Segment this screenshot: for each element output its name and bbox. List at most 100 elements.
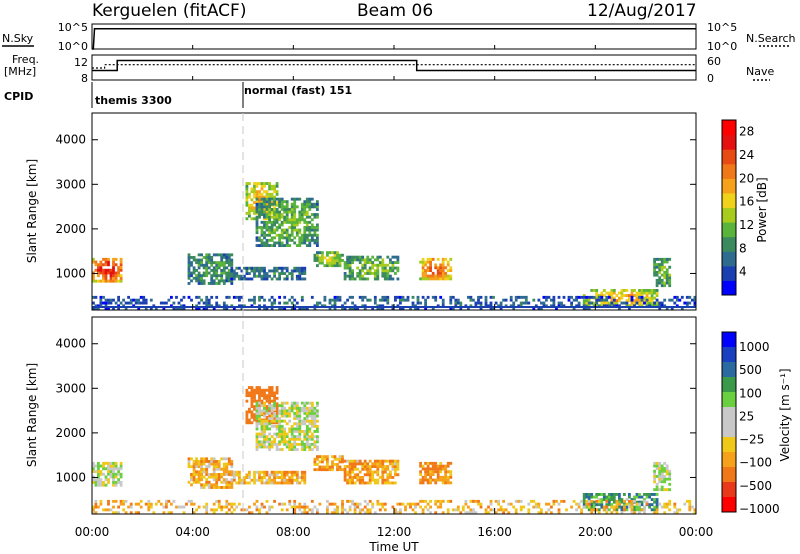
range-cell [275,445,279,449]
range-cell [396,467,400,471]
range-cell [137,511,141,515]
range-cell [248,298,251,302]
range-cell [449,269,453,272]
range-cell [303,307,307,311]
range-cell [512,304,516,308]
range-cell [318,455,322,459]
range-cell [638,495,641,499]
range-cell [424,271,427,275]
range-cell [436,473,440,476]
range-cell [326,251,329,255]
range-cell [263,404,266,408]
range-cell [107,298,110,302]
range-cell [394,481,397,485]
range-cell [220,473,224,476]
range-cell [424,274,427,278]
range-cell [373,298,377,302]
range-cell [381,258,385,262]
range-cell [245,272,249,275]
range-cell [200,276,203,280]
range-cell [97,304,100,308]
range-cell [680,307,684,311]
power-panel-frame [91,112,697,311]
range-cell [230,502,234,506]
range-cell [688,499,692,503]
range-cell [305,220,309,224]
range-cell [499,307,503,311]
range-cell [323,304,327,308]
range-cell [363,459,367,463]
range-cell [102,257,105,261]
range-cell [205,261,209,265]
range-cell [650,301,654,305]
range-cell [192,460,196,463]
range-cell [316,508,319,512]
range-cell [212,271,216,275]
range-cell [212,269,216,272]
range-cell [212,253,216,257]
range-cell [260,277,264,281]
range-cell [436,475,440,479]
range-cell [612,289,616,292]
range-cell [245,269,249,273]
range-cell [638,299,641,303]
range-cell [265,499,269,503]
range-cell [210,279,214,283]
range-cell [285,409,289,413]
range-cell [373,462,377,466]
range-cell [396,261,400,264]
range-cell [326,511,329,515]
range-cell [270,421,274,425]
range-cell [210,269,214,272]
range-cell [97,481,100,484]
range-cell [343,508,347,512]
range-cell [278,307,281,311]
range-cell [207,266,211,270]
range-cell [474,301,478,305]
range-cell [650,493,654,496]
range-cell [612,493,616,496]
range-cell [419,473,422,476]
range-cell [255,424,259,428]
range-cell [288,220,292,224]
range-cell [253,418,256,422]
range-cell [660,278,664,282]
range-cell [358,272,362,275]
range-cell [316,455,319,459]
range-cell [655,503,659,507]
range-cell [265,470,269,474]
range-cell [273,421,276,425]
range-cell [245,187,249,191]
range-cell [258,202,261,206]
range-cell [348,277,352,281]
range-cell [643,493,646,496]
range-cell [238,298,241,302]
range-cell [628,495,631,499]
range-cell [245,195,249,199]
range-cell [258,236,261,240]
range-cell [653,505,656,509]
range-cell [245,410,249,414]
range-cell [348,266,352,270]
range-cell [469,298,473,302]
velocity-colorbar-label: Velocity [m s⁻¹] [778,368,792,461]
range-cell [300,205,304,209]
colorbar-tick-label: −25 [739,433,764,447]
range-cell [353,304,357,308]
colorbar-swatch [722,362,736,378]
range-cell [341,468,344,472]
range-cell [484,508,488,512]
range-cell [640,301,644,305]
range-cell [479,301,483,305]
range-cell [258,269,261,273]
range-cell [663,511,667,515]
range-cell [290,208,294,211]
range-cell [185,502,188,506]
range-cell [376,462,380,466]
range-cell [94,470,98,473]
range-cell [265,223,269,227]
range-cell [587,295,591,299]
range-cell [298,406,302,410]
range-cell [645,294,649,297]
range-cell [419,301,422,305]
